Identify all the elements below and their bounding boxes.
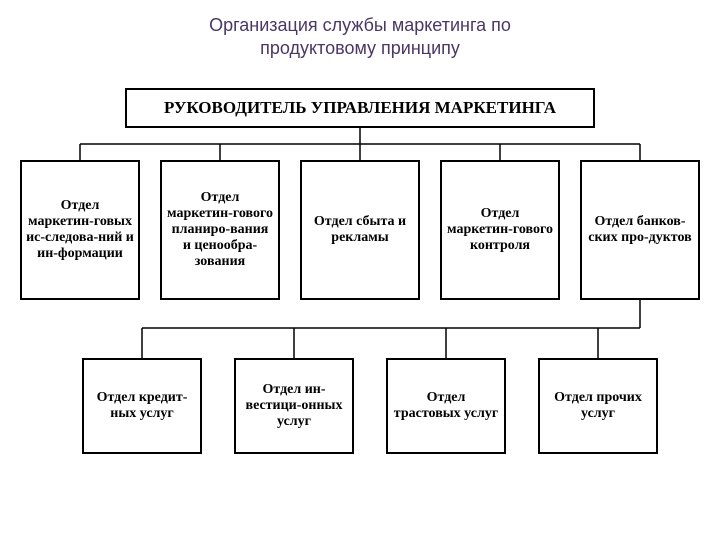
bot-node-0: Отдел кредит-ных услуг [82,358,202,454]
mid-node-2-label: Отдел сбыта и рекламы [306,214,414,246]
mid-node-3: Отдел маркетин-гового контроля [440,160,560,300]
mid-node-4: Отдел банков-ских про-дуктов [580,160,700,300]
title-line-2: продуктовому принципу [260,38,460,58]
mid-node-1: Отдел маркетин-гового планиро-вания и це… [160,160,280,300]
root-node: РУКОВОДИТЕЛЬ УПРАВЛЕНИЯ МАРКЕТИНГА [125,88,595,128]
bot-node-3: Отдел прочих услуг [538,358,658,454]
bot-node-0-label: Отдел кредит-ных услуг [88,390,196,422]
bot-node-1: Отдел ин-вестици-онных услуг [234,358,354,454]
org-chart: РУКОВОДИТЕЛЬ УПРАВЛЕНИЯ МАРКЕТИНГА Отдел … [20,88,700,498]
bot-node-1-label: Отдел ин-вестици-онных услуг [240,382,348,430]
title-line-1: Организация службы маркетинга по [209,15,511,35]
mid-node-2: Отдел сбыта и рекламы [300,160,420,300]
mid-node-0: Отдел маркетин-говых ис-следова-ний и ин… [20,160,140,300]
mid-node-1-label: Отдел маркетин-гового планиро-вания и це… [166,190,274,270]
root-node-label: РУКОВОДИТЕЛЬ УПРАВЛЕНИЯ МАРКЕТИНГА [164,98,556,118]
bot-node-2: Отдел трастовых услуг [386,358,506,454]
page-title: Организация службы маркетинга по продукт… [0,0,720,61]
mid-node-3-label: Отдел маркетин-гового контроля [446,206,554,254]
bot-node-3-label: Отдел прочих услуг [544,390,652,422]
mid-node-4-label: Отдел банков-ских про-дуктов [586,214,694,246]
bot-node-2-label: Отдел трастовых услуг [392,390,500,422]
mid-node-0-label: Отдел маркетин-говых ис-следова-ний и ин… [26,198,134,262]
